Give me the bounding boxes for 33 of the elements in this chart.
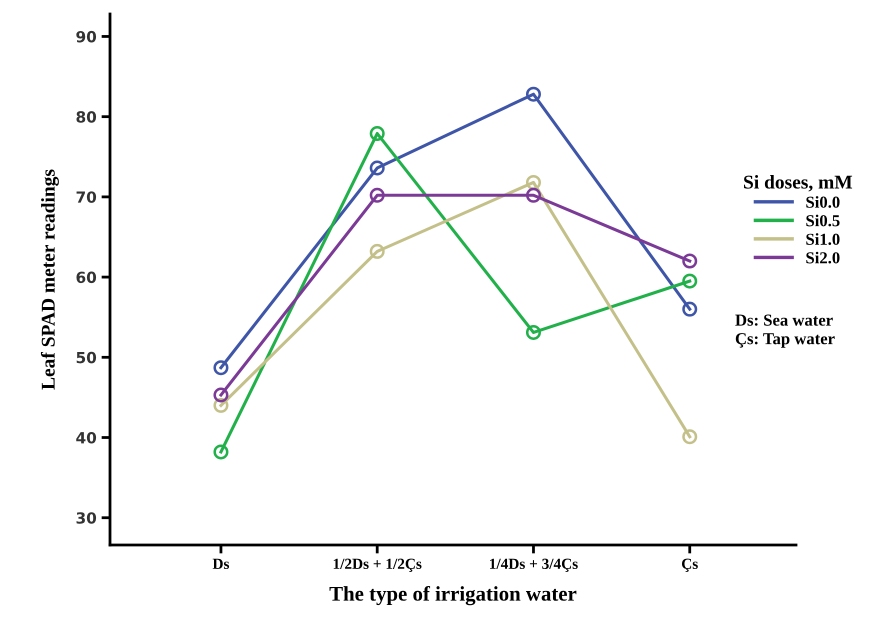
point: [213, 444, 228, 460]
x-axis-title: The type of irrigation water: [330, 586, 576, 606]
legend-label: Si0.5: [806, 214, 840, 226]
legend-label: Si2.0: [806, 252, 840, 264]
y-tick-label: 90: [76, 30, 96, 42]
x-tick-label: Çs: [682, 558, 698, 572]
y-tick-label: 60: [76, 272, 96, 284]
point: [526, 188, 541, 203]
y-tick-label: 30: [76, 512, 96, 524]
annotation: Ds: Sea water Çs: Tap water: [735, 314, 835, 348]
point: [370, 160, 385, 176]
point: [526, 324, 541, 340]
x-tick-label: 1/4Ds + 3/4Çs: [490, 558, 578, 572]
legend-label: Si1.0: [806, 233, 840, 245]
point: [682, 429, 698, 444]
point: [370, 244, 385, 259]
y-tick-label: 50: [76, 352, 96, 364]
y-tick-label: 70: [76, 191, 96, 203]
point: [682, 254, 698, 269]
y-tick-label: 40: [76, 432, 96, 444]
point: [213, 388, 228, 403]
legend-title: Si doses, mM: [744, 175, 852, 192]
x-tick-label: Ds: [212, 558, 230, 569]
y-axis-title: Leaf SPAD meter readings: [40, 170, 59, 390]
x-tick-label: 1/2Ds + 1/2Çs: [334, 558, 422, 572]
legend-label: Si0.0: [806, 196, 840, 208]
y-tick-label: 80: [76, 111, 96, 123]
point: [213, 360, 228, 376]
point: [526, 86, 541, 102]
point: [682, 274, 698, 289]
point: [682, 302, 698, 317]
point: [370, 126, 385, 142]
point: [370, 188, 385, 203]
